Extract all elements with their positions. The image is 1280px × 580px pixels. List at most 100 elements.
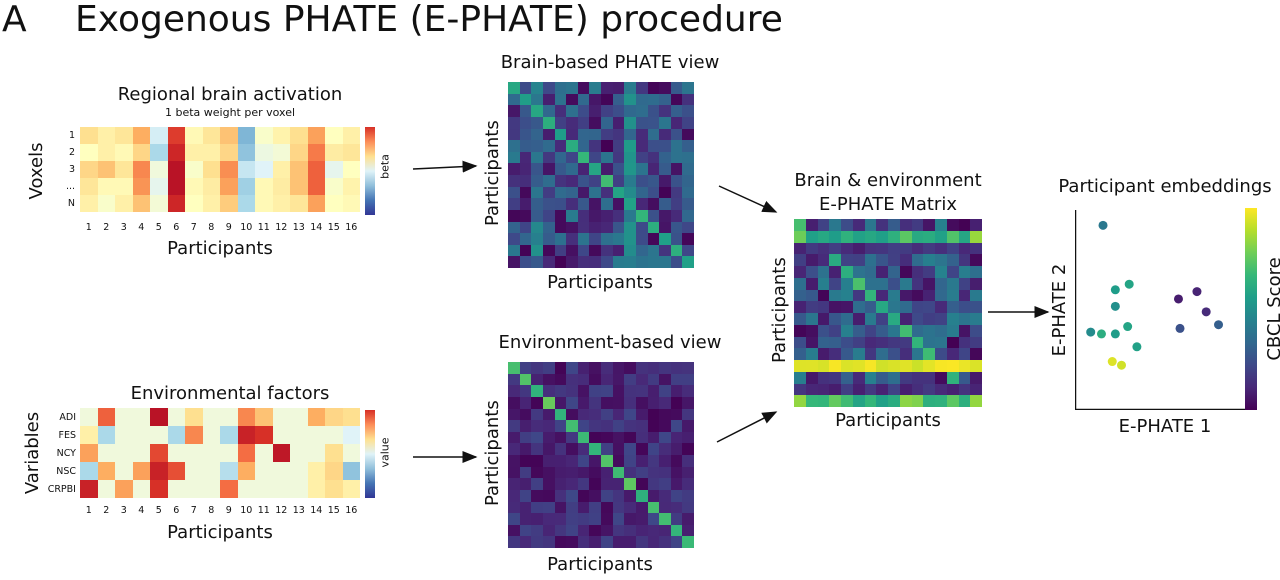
- env-matrix-cell: [635, 478, 648, 490]
- brain-matrix-cell: [542, 116, 555, 129]
- env-matrix-cell: [577, 489, 590, 502]
- env-matrix-cell: [542, 408, 555, 421]
- brain-matrix-cell: [647, 82, 660, 94]
- env-matrix-cell: [659, 408, 671, 421]
- env-heatmap-cell: [80, 462, 98, 480]
- env-matrix-cell: [577, 524, 590, 537]
- brain-heatmap-cell: [185, 127, 203, 144]
- env-matrix-cell: [647, 420, 660, 432]
- brain-matrix-cell: [682, 128, 694, 141]
- env-matrix-cell: [601, 524, 613, 537]
- brain-matrix: [508, 82, 694, 268]
- env-heatmap-cell: [220, 408, 238, 426]
- ephate-matrix-cell: [794, 219, 806, 231]
- env-matrix-cell: [635, 466, 648, 479]
- env-matrix-cell: [519, 420, 532, 432]
- scatter-point-15: [1175, 323, 1185, 333]
- env-matrix-cell: [566, 524, 578, 537]
- brain-heatmap-col-label: 14: [310, 222, 323, 233]
- ephate-matrix-cell: [946, 395, 959, 407]
- env-matrix-cell: [635, 443, 648, 455]
- brain-matrix-cell: [612, 209, 625, 222]
- env-heatmap-row-label: CRPBI: [47, 483, 76, 495]
- env-matrix-cell: [670, 373, 683, 386]
- env-matrix-cell: [589, 466, 601, 479]
- env-heatmap-cell: [150, 444, 168, 462]
- env-matrix-cell: [659, 466, 671, 479]
- env-heatmap-cell: [132, 480, 150, 498]
- env-heatmap-cell: [132, 462, 150, 480]
- ephate-matrix-cell: [852, 242, 865, 255]
- env-matrix-cell: [577, 501, 590, 514]
- brain-heatmap-cell: [150, 144, 168, 161]
- env-heatmap-cell: [167, 426, 185, 444]
- brain-matrix-cell: [624, 151, 636, 164]
- arrow-env-view-to-ephate: [716, 411, 778, 443]
- scatter-colorbar-label: CBCL Score: [1264, 257, 1280, 361]
- ephate-matrix-cell: [888, 230, 900, 243]
- env-matrix-cell: [601, 513, 613, 525]
- env-matrix-cell: [659, 420, 671, 432]
- env-matrix-cell: [542, 489, 555, 502]
- ephate-matrix-cell: [899, 301, 912, 313]
- env-heatmap-cell: [325, 408, 343, 426]
- ephate-matrix-cell: [876, 348, 888, 360]
- brain-heatmap-cell: [342, 195, 360, 212]
- env-matrix-cell: [566, 373, 578, 386]
- env-heatmap-cell: [185, 444, 203, 462]
- env-heatmap-cell: [150, 426, 168, 444]
- ephate-matrix-cell: [805, 230, 818, 243]
- env-heatmap-cell: [97, 426, 115, 444]
- brain-heatmap-col-label: 9: [225, 222, 232, 233]
- env-heatmap-cell: [325, 426, 343, 444]
- brain-matrix-cell: [647, 151, 660, 164]
- brain-matrix-cell: [682, 221, 694, 234]
- brain-matrix-cell: [519, 93, 532, 106]
- scatter-point-14: [1201, 307, 1211, 317]
- brain-matrix-cell: [542, 198, 555, 210]
- ephate-matrix-cell: [841, 313, 853, 325]
- brain-heatmap-col-label: 6: [173, 222, 180, 233]
- env-matrix-cell: [542, 420, 555, 432]
- brain-matrix-cell: [566, 140, 578, 152]
- ephate-matrix-cell: [911, 277, 924, 290]
- brain-matrix-cell: [635, 198, 648, 210]
- env-matrix-cell: [589, 513, 601, 525]
- brain-heatmap-cell: [255, 195, 273, 212]
- env-matrix-cell: [508, 524, 520, 537]
- brain-matrix-cell: [519, 140, 532, 152]
- ephate-matrix-cell: [958, 348, 971, 360]
- brain-heatmap-col-label: 4: [138, 222, 145, 233]
- ephate-matrix-cell: [794, 383, 806, 396]
- brain-matrix-cell: [566, 233, 578, 245]
- env-matrix-cell: [659, 524, 671, 537]
- ephate-matrix-cell: [946, 371, 959, 384]
- ephate-matrix-cell: [958, 254, 971, 266]
- brain-matrix-cell: [612, 221, 625, 234]
- env-matrix-cell: [670, 396, 683, 409]
- env-matrix-cell: [589, 408, 601, 421]
- brain-matrix-cell: [566, 151, 578, 164]
- ephate-matrix-cell: [888, 266, 900, 278]
- ephate-matrix-cell: [829, 242, 841, 255]
- ephate-matrix-title-line2: E-PHATE Matrix: [819, 194, 957, 215]
- ephate-matrix-cell: [841, 266, 853, 278]
- env-matrix-cell: [670, 513, 683, 525]
- env-matrix-cell: [519, 466, 532, 479]
- brain-matrix-cell: [531, 82, 543, 94]
- brain-matrix-cell: [647, 256, 660, 268]
- env-matrix-cell: [647, 524, 660, 537]
- env-heatmap-col-label: 5: [155, 505, 162, 516]
- env-matrix-cell: [531, 478, 543, 490]
- brain-matrix-cell: [589, 93, 601, 106]
- env-matrix-cell: [624, 536, 636, 548]
- env-matrix-cell: [659, 362, 671, 374]
- env-matrix-cell: [612, 385, 625, 397]
- ephate-matrix-cell: [841, 219, 853, 231]
- ephate-matrix-cell: [805, 313, 818, 325]
- brain-matrix-cell: [508, 198, 520, 210]
- env-matrix-cell: [659, 478, 671, 490]
- env-matrix-cell: [566, 396, 578, 409]
- ephate-matrix-cell: [876, 336, 888, 349]
- scatter-point-1: [1098, 220, 1108, 230]
